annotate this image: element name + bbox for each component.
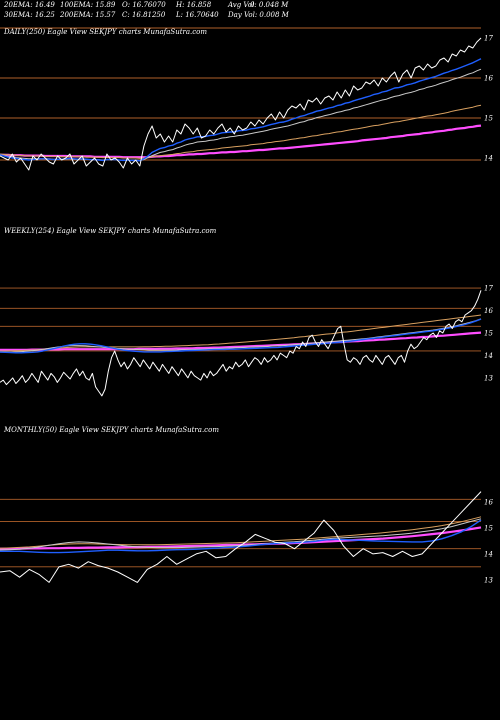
ema100-readout: 100EMA: 15.89 — [60, 1, 116, 9]
ema200-series-line — [0, 526, 482, 550]
avg-vol-readout: Avg Vol: 0.048 M — [227, 1, 289, 9]
ema200-readout: 200EMA: 15.57 — [59, 11, 116, 19]
daily-panel-title: DAILY(250) Eagle View SEKJPY charts Muna… — [3, 28, 207, 36]
daily-panel: DAILY(250) Eagle View SEKJPY charts Muna… — [0, 27, 493, 171]
y-tick-label: 14 — [484, 155, 493, 163]
price-series-line — [0, 491, 482, 583]
y-tick-label: 16 — [484, 75, 493, 83]
ema20-series-line — [0, 58, 482, 162]
y-tick-label: 13 — [484, 374, 493, 382]
price-series-line — [0, 290, 482, 397]
weekly-panel-title: WEEKLY(254) Eagle View SEKJPY charts Mun… — [4, 227, 217, 235]
y-tick-label: 15 — [484, 330, 493, 338]
y-tick-label: 14 — [484, 550, 493, 558]
weekly-panel: WEEKLY(254) Eagle View SEKJPY charts Mun… — [0, 227, 493, 397]
high-readout: H: 16.858 — [175, 1, 212, 9]
price-series-line — [0, 37, 482, 171]
open-readout: O: 16.76070 — [122, 1, 166, 9]
ema100-series-line — [0, 516, 482, 549]
ema100-series-line — [0, 104, 482, 159]
y-tick-label: 16 — [484, 307, 493, 315]
ema20-series-line — [0, 519, 482, 554]
avg-vol-overlap-digit: 0 — [250, 1, 255, 9]
ema20-series-line — [0, 318, 482, 354]
ema20-readout: 20EMA: 16.49 — [3, 1, 55, 9]
monthly-panel: MONTHLY(50) Eagle View SEKJPY charts Mun… — [0, 426, 493, 584]
close-readout: C: 16.81250 — [122, 11, 166, 19]
y-tick-label: 15 — [484, 115, 493, 123]
ema100-series-line — [0, 314, 482, 352]
y-tick-label: 15 — [484, 524, 493, 532]
ema30-readout: 30EMA: 16.25 — [4, 11, 55, 19]
y-tick-label: 17 — [484, 285, 493, 293]
ema200-series-line — [0, 331, 482, 351]
y-tick-label: 16 — [484, 499, 493, 507]
monthly-panel-title: MONTHLY(50) Eagle View SEKJPY charts Mun… — [3, 426, 219, 434]
y-tick-label: 14 — [484, 352, 493, 360]
low-readout: L: 16.70640 — [175, 11, 219, 19]
y-tick-label: 13 — [484, 576, 493, 584]
header-legend: 20EMA: 16.49 30EMA: 16.25 100EMA: 15.89 … — [3, 1, 290, 19]
y-tick-label: 17 — [484, 35, 493, 43]
day-vol-readout: Day Vol: 0.008 M — [227, 11, 290, 19]
